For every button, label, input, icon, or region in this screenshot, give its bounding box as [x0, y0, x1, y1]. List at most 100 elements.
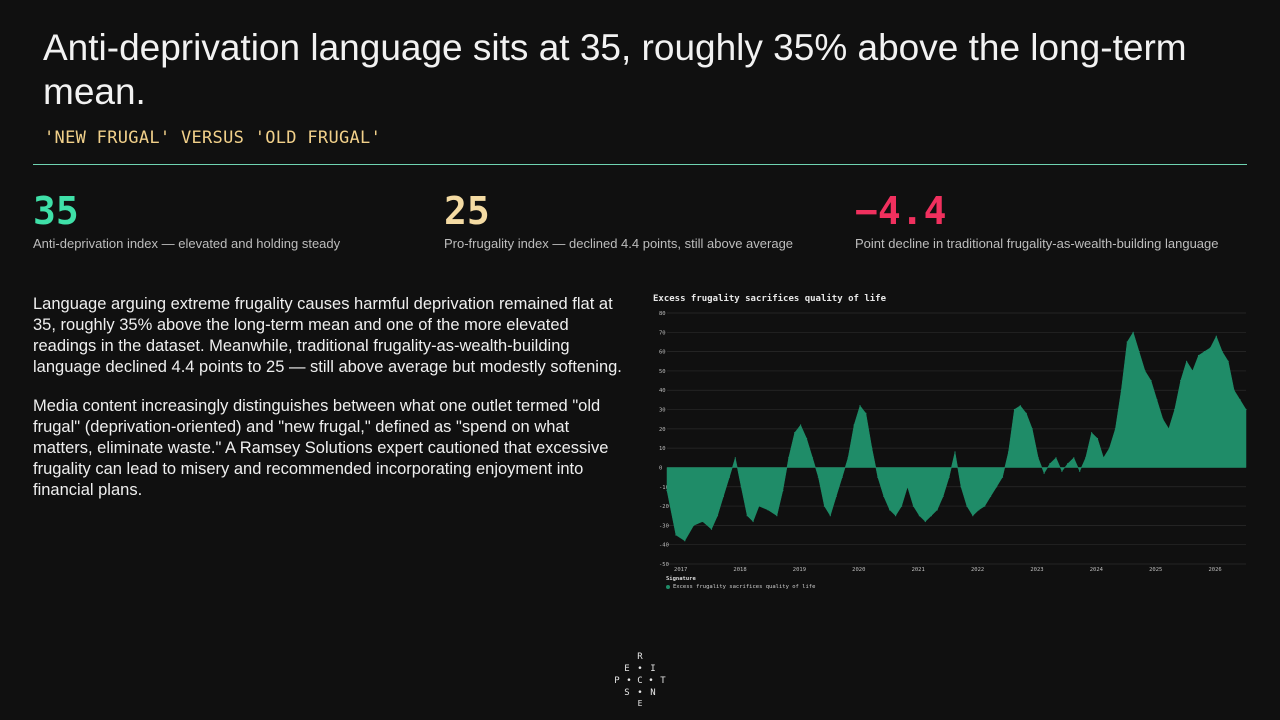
data-point	[1126, 341, 1128, 343]
data-point	[1001, 476, 1004, 478]
data-point	[1132, 331, 1134, 333]
x-tick-label: 2022	[971, 567, 984, 573]
data-point	[966, 505, 968, 507]
header-divider	[33, 164, 1247, 165]
y-tick-label: -40	[659, 543, 669, 549]
data-point	[806, 437, 808, 440]
legend-item: Excess frugality sacrifices quality of l…	[666, 584, 815, 590]
data-point	[883, 495, 885, 497]
y-tick-label: 30	[659, 408, 666, 414]
logo-dot: •	[648, 676, 654, 686]
kpi-value: 35	[33, 189, 79, 233]
area-series	[666, 331, 1247, 542]
x-tick-label: 2023	[1030, 567, 1043, 573]
legend-swatch	[666, 585, 670, 589]
data-point	[906, 486, 909, 488]
data-point	[1085, 457, 1087, 459]
data-point	[811, 457, 814, 459]
logo-dot: •	[637, 664, 643, 674]
data-point	[1245, 408, 1247, 411]
y-tick-label: 60	[659, 350, 666, 356]
data-point	[948, 476, 950, 478]
data-point	[823, 505, 825, 507]
data-point	[859, 405, 861, 407]
data-point	[877, 476, 879, 478]
data-point	[1192, 370, 1194, 372]
data-point	[1096, 437, 1099, 440]
data-point	[1138, 351, 1140, 353]
x-tick-label: 2024	[1090, 567, 1104, 573]
page-title: Anti-deprivation language sits at 35, ro…	[43, 27, 1187, 112]
data-point	[829, 515, 831, 517]
y-tick-label: 70	[659, 330, 666, 336]
data-point	[1227, 360, 1229, 362]
data-point	[1221, 351, 1223, 353]
data-point	[901, 505, 903, 507]
data-point	[1043, 472, 1045, 474]
data-point	[847, 457, 849, 459]
data-point	[1174, 408, 1176, 411]
x-tick-label: 2019	[793, 567, 806, 573]
data-point	[1061, 470, 1063, 472]
data-point	[734, 457, 736, 459]
y-tick-label: 50	[659, 369, 666, 375]
kpi-point-decline: −4.4 Point decline in traditional frugal…	[855, 188, 1255, 251]
data-point	[960, 486, 962, 488]
data-point	[942, 495, 944, 497]
y-tick-label: -30	[659, 523, 669, 529]
data-point	[924, 520, 926, 523]
x-tick-label: 2021	[912, 567, 925, 573]
data-point	[728, 476, 730, 478]
logo-letter: R	[637, 652, 643, 662]
y-tick-label: -10	[659, 485, 669, 491]
data-point	[918, 515, 920, 517]
data-point	[1102, 457, 1105, 459]
kpi-label: Pro-frugality index — declined 4.4 point…	[444, 236, 794, 251]
data-point	[716, 515, 719, 517]
y-tick-label: 10	[659, 446, 666, 452]
y-tick-label: -50	[659, 562, 669, 568]
kpi-value: 25	[444, 189, 490, 233]
y-tick-label: 20	[659, 427, 666, 433]
data-point	[710, 528, 713, 530]
logo-letter: I	[650, 664, 656, 674]
data-point	[930, 515, 932, 517]
kpi-label: Anti-deprivation index — elevated and ho…	[33, 236, 341, 251]
kpi-anti-deprivation: 35 Anti-deprivation index — elevated and…	[33, 188, 433, 251]
data-point	[776, 515, 778, 517]
data-point	[684, 540, 686, 542]
x-tick-label: 2025	[1149, 567, 1162, 573]
page-subtitle: 'NEW FRUGAL' VERSUS 'OLD FRUGAL'	[44, 128, 382, 148]
data-point	[1007, 451, 1010, 453]
chart-svg: 80 70 60 50 40 30 20 10 0 -10 -20 -30 -40 -50 2017 2018…	[659, 311, 1247, 573]
x-tick-label: 2018	[733, 567, 746, 573]
data-point	[1197, 354, 1200, 357]
logo-letter: E	[637, 699, 643, 708]
data-point	[693, 524, 695, 526]
logo-letter: C	[637, 676, 643, 686]
data-point	[1120, 389, 1122, 391]
data-point	[853, 424, 855, 426]
logo-dot: •	[637, 688, 643, 698]
data-point	[1013, 408, 1015, 411]
data-point	[1091, 432, 1093, 434]
data-point	[1180, 380, 1182, 382]
data-point	[758, 505, 760, 507]
data-point	[865, 412, 867, 414]
data-point	[1114, 428, 1116, 430]
y-tick-label: 80	[659, 311, 666, 317]
data-point	[1209, 347, 1211, 349]
logo-dot: •	[626, 676, 632, 686]
data-point	[996, 486, 998, 488]
kpi-pro-frugality: 25 Pro-frugality index — declined 4.4 po…	[444, 188, 844, 251]
x-tick-label: 2026	[1208, 567, 1221, 573]
data-point	[752, 520, 754, 523]
data-point	[990, 495, 992, 497]
data-point	[1144, 370, 1146, 372]
data-point	[972, 515, 974, 517]
data-point	[794, 432, 796, 434]
data-point	[722, 495, 724, 497]
data-point	[1156, 399, 1158, 401]
data-point	[978, 509, 980, 511]
data-point	[1162, 418, 1164, 420]
